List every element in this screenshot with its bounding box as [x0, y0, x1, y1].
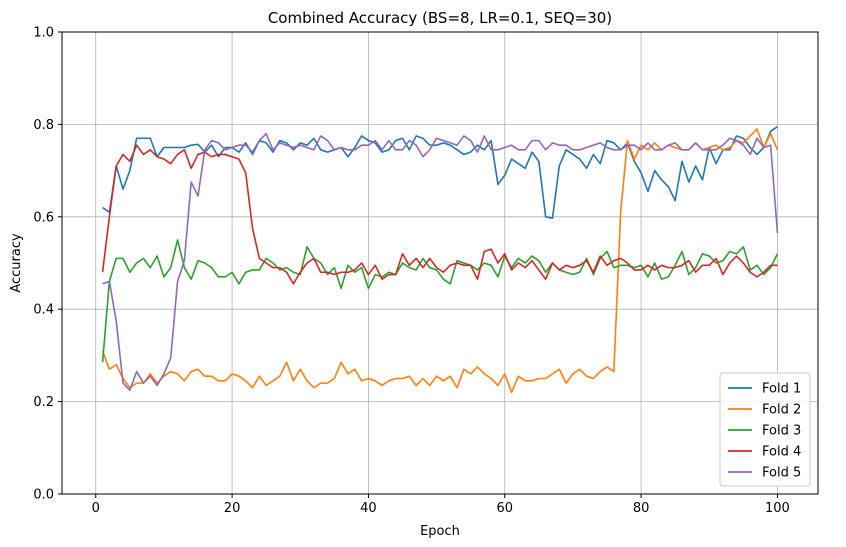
y-axis-label: Accuracy — [9, 233, 24, 293]
legend-label: Fold 5 — [762, 466, 801, 481]
axis-ticks: 0 20 40 60 80 100 0.0 0.2 0.4 0.6 0.8 1.0 — [33, 26, 790, 517]
series-line-fold-4 — [101, 144, 778, 285]
x-tick-label: 0 — [92, 501, 100, 516]
x-tick-label: 20 — [224, 501, 241, 516]
legend-label: Fold 1 — [762, 382, 801, 397]
chart-title: Combined Accuracy (BS=8, LR=0.1, SEQ=30) — [268, 9, 612, 27]
legend-label: Fold 2 — [762, 403, 801, 418]
x-axis-label: Epoch — [420, 524, 460, 539]
series-line-fold-1 — [102, 126, 778, 219]
y-tick-label: 1.0 — [33, 26, 54, 41]
x-tick-label: 100 — [765, 501, 790, 516]
y-tick-label: 0.0 — [33, 488, 54, 503]
series-line-fold-3 — [101, 239, 779, 363]
legend-box — [719, 372, 811, 487]
legend-label: Fold 4 — [762, 445, 801, 460]
y-tick-label: 0.8 — [33, 118, 54, 133]
plot-frame — [61, 31, 819, 495]
x-tick-label: 60 — [496, 501, 513, 516]
series-lines — [101, 126, 779, 394]
y-tick-label: 0.4 — [33, 303, 54, 318]
x-tick-label: 80 — [633, 501, 650, 516]
legend: Fold 1 Fold 2 Fold 3 Fold 4 Fold 5 — [719, 372, 811, 487]
legend-label: Fold 3 — [762, 424, 801, 439]
x-tick-label: 40 — [360, 501, 377, 516]
y-tick-label: 0.2 — [33, 395, 54, 410]
series-line-fold-5 — [102, 132, 779, 391]
y-tick-label: 0.6 — [33, 210, 54, 225]
